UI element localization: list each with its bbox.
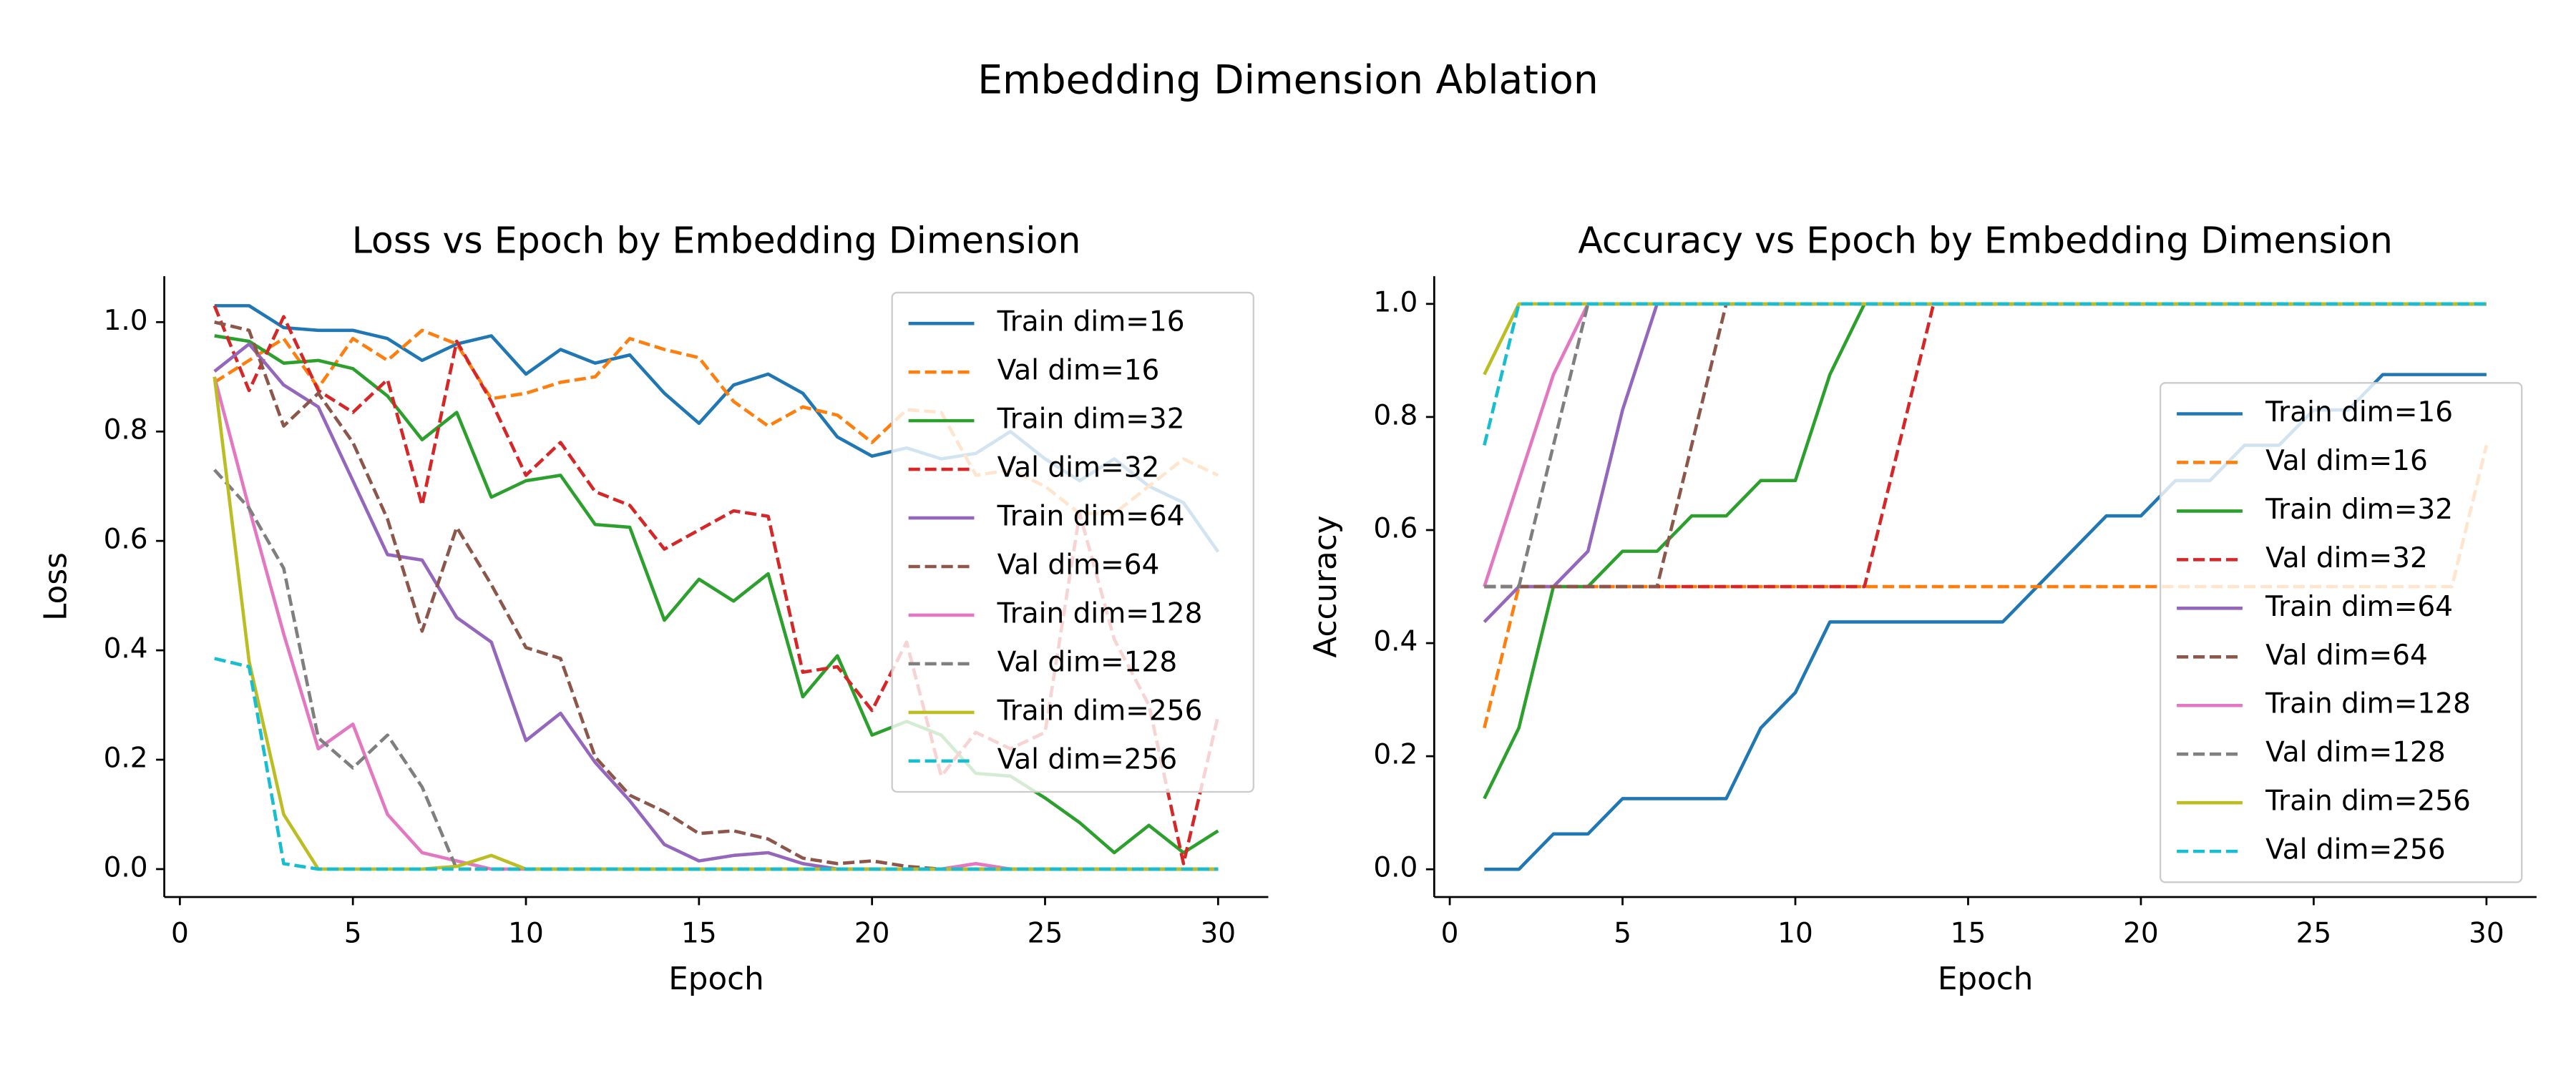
legend-box <box>2159 382 2523 883</box>
x-tick-label: 5 <box>344 917 362 949</box>
y-tick-label: 0.2 <box>1373 739 1418 771</box>
x-tick-label: 25 <box>1028 917 1063 949</box>
y-tick-label: 0.6 <box>104 524 148 556</box>
legend-label: Train dim=32 <box>2265 494 2453 526</box>
legend-label: Val dim=16 <box>2265 445 2428 477</box>
legend-label: Val dim=256 <box>2265 834 2446 866</box>
x-tick-label: 0 <box>171 917 189 949</box>
y-tick-label: 0.0 <box>104 851 148 883</box>
x-tick-label: 10 <box>508 917 544 949</box>
x-tick-label: 0 <box>1441 917 1459 949</box>
x-tick-label: 20 <box>2123 917 2159 949</box>
x-tick-label: 10 <box>1777 917 1813 949</box>
y-tick-label: 0.0 <box>1373 852 1418 884</box>
legend-label: Train dim=128 <box>2265 688 2471 720</box>
legend-label: Val dim=32 <box>2265 542 2428 574</box>
legend-label: Val dim=128 <box>997 646 1178 678</box>
legend-label: Train dim=64 <box>997 501 1185 533</box>
y-axis-label: Accuracy <box>1308 515 1344 657</box>
x-tick-label: 25 <box>2296 917 2332 949</box>
data-line <box>214 334 1219 855</box>
chart-title: Loss vs Epoch by Embedding Dimension <box>352 220 1081 262</box>
data-line <box>1483 302 2487 376</box>
y-tick-label: 0.6 <box>1373 512 1418 544</box>
legend: Train dim=16 Val dim=16 Train dim=32 Val di… <box>891 291 1254 793</box>
legend-label: Train dim=32 <box>997 403 1185 436</box>
legend-label: Train dim=16 <box>997 306 1185 338</box>
y-axis-label: Loss <box>38 552 74 621</box>
x-tick-label: 20 <box>854 917 890 949</box>
legend-box <box>891 291 1254 793</box>
data-line <box>214 657 1219 871</box>
legend-label: Val dim=128 <box>2265 737 2446 769</box>
legend-label: Train dim=64 <box>2265 591 2453 623</box>
y-tick-label: 0.4 <box>104 633 148 665</box>
legend-label: Val dim=16 <box>997 355 1160 387</box>
legend-label: Train dim=128 <box>997 597 1203 629</box>
y-tick-label: 0.2 <box>104 743 148 775</box>
x-axis-label: Epoch <box>668 961 764 997</box>
legend-label: Val dim=64 <box>2265 640 2428 672</box>
legend-label: Val dim=64 <box>997 549 1160 582</box>
legend: Train dim=16 Val dim=16 Train dim=32 Val di… <box>2159 382 2523 883</box>
y-tick-label: 0.8 <box>104 414 148 446</box>
chart-title: Accuracy vs Epoch by Embedding Dimension <box>1578 220 2392 262</box>
x-tick-label: 5 <box>1614 917 1631 949</box>
x-tick-label: 15 <box>681 917 717 949</box>
legend-label: Val dim=256 <box>997 743 1178 775</box>
legend-label: Train dim=256 <box>997 695 1203 727</box>
figure-title: Embedding Dimension Ablation <box>977 57 1599 102</box>
x-tick-label: 30 <box>1200 917 1236 949</box>
legend-label: Train dim=16 <box>2265 396 2453 428</box>
y-tick-label: 1.0 <box>104 305 148 337</box>
y-tick-label: 0.8 <box>1373 399 1418 431</box>
data-line <box>1483 302 2487 446</box>
legend-label: Val dim=32 <box>997 452 1160 484</box>
x-axis-label: Epoch <box>1938 961 2034 997</box>
y-tick-label: 1.0 <box>1373 286 1418 318</box>
x-tick-label: 15 <box>1951 917 1986 949</box>
y-tick-label: 0.4 <box>1373 626 1418 658</box>
x-tick-label: 30 <box>2469 917 2504 949</box>
legend-label: Train dim=256 <box>2265 785 2471 818</box>
